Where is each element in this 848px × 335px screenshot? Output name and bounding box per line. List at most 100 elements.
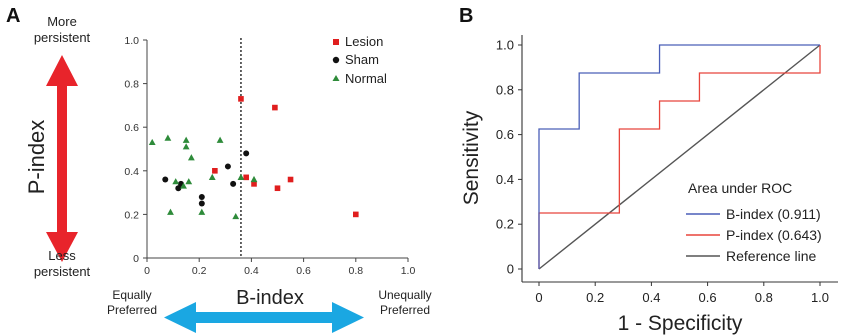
normal-point [167, 208, 174, 215]
lesion-point [272, 104, 278, 111]
legend-sham-marker [332, 56, 340, 64]
normal-point [182, 136, 190, 143]
roc-x-tick-label: 0 [535, 290, 542, 305]
preference-arrow-head-left [164, 302, 196, 333]
panel-a: A More persistent P-index Less persisten… [6, 5, 432, 333]
normal-point [185, 178, 193, 185]
normal-point [172, 178, 180, 185]
preference-arrow-shaft [188, 312, 340, 323]
panel-a-letter: A [6, 5, 20, 27]
lesion-point [251, 181, 257, 187]
more-persistent-line1: More [47, 14, 77, 29]
legend-normal-label: Normal [345, 71, 387, 86]
unequally-preferred-line2: Preferred [380, 303, 430, 317]
equally-preferred-line1: Equally [112, 288, 151, 302]
roc-axes [521, 35, 838, 283]
persistence-arrow [46, 55, 78, 262]
normal-point [208, 173, 216, 180]
roc-x-tick-label: 1.0 [811, 290, 829, 305]
normal-point [182, 143, 190, 150]
preference-arrow [164, 302, 364, 333]
roc-y-tick-label: 1.0 [496, 38, 514, 53]
scatter-x-tick-label: 0.6 [296, 265, 311, 277]
sham-point [175, 185, 182, 192]
preference-arrow-head-right [332, 302, 364, 333]
normal-point [232, 212, 240, 220]
roc-y-tick-label: 0.6 [496, 127, 514, 142]
panel-b: B Sensitivity 1 - Specificity 0 0.2 0.4 0.6… [459, 5, 838, 335]
legend-reference-label: Reference line [726, 248, 816, 264]
roc-x-tick-label: 0.4 [642, 290, 660, 305]
normal-point [148, 138, 156, 146]
scatter-x-tick-label: 0.2 [192, 265, 207, 277]
scatter-y-tick-label: 0.4 [124, 166, 139, 178]
roc-y-tick-label: 0.8 [496, 82, 514, 97]
scatter-legend: Lesion Sham Normal [332, 34, 387, 86]
b-index-axis-label: B-index [236, 287, 304, 309]
lesion-point [274, 185, 281, 192]
unequally-preferred-line1: Unequally [378, 288, 431, 302]
normal-point [237, 173, 245, 180]
roc-legend-title: Area under ROC [688, 180, 792, 196]
roc-ticks: 0 0.2 0.4 0.6 0.8 1.0 0 0.2 0.4 0.6 0.8 1.0 [496, 38, 829, 306]
specificity-axis-label: 1 - Specificity [618, 312, 743, 335]
equally-preferred-line2: Preferred [107, 303, 157, 317]
persistence-arrow-head-up [46, 55, 78, 86]
scatter-axes [146, 40, 408, 259]
sensitivity-axis-label: Sensitivity [460, 110, 483, 205]
legend-sham-label: Sham [345, 52, 379, 67]
less-persistent-line1: Less [48, 248, 76, 263]
sham-point [198, 200, 205, 207]
scatter-y-tick-label: 0.8 [124, 79, 139, 91]
roc-x-tick-label: 0.6 [699, 290, 717, 305]
normal-point [187, 154, 195, 161]
roc-y-tick-label: 0.4 [496, 172, 514, 187]
roc-x-tick-label: 0.2 [586, 290, 604, 305]
persistence-arrow-shaft [57, 80, 67, 238]
panel-b-letter: B [459, 5, 473, 27]
lesion-point [238, 96, 244, 102]
lesion-point [353, 211, 359, 218]
scatter-y-tick-label: 0.6 [124, 122, 139, 134]
less-persistent-line2: persistent [34, 264, 91, 279]
normal-point [180, 182, 187, 189]
sham-point [230, 180, 237, 187]
normal-point [164, 134, 172, 141]
roc-x-tick-label: 0.8 [755, 290, 773, 305]
scatter-y-tick-label: 0 [133, 253, 139, 265]
p-index-axis-label: P-index [24, 120, 49, 195]
roc-y-tick-label: 0 [507, 262, 514, 277]
scatter-x-tick-label: 0.4 [244, 265, 259, 277]
sham-point [198, 193, 205, 200]
scatter-x-tick-label: 0.8 [348, 265, 363, 277]
roc-legend: Area under ROC B-index (0.911) P-index (… [686, 180, 822, 264]
sham-point [162, 176, 169, 183]
legend-lesion-marker [333, 39, 339, 45]
scatter-x-tick-label: 1.0 [401, 265, 416, 277]
lesion-point [243, 174, 249, 181]
lesion-point [287, 176, 294, 183]
scatter-y-tick-label: 1.0 [124, 35, 139, 47]
sham-point [224, 163, 231, 170]
roc-lines [538, 44, 821, 270]
scatter-points [148, 96, 359, 220]
legend-b-index-label: B-index (0.911) [726, 206, 821, 222]
scatter-y-tick-label: 0.2 [124, 209, 139, 221]
legend-normal-marker [332, 75, 340, 81]
lesion-point [212, 168, 218, 174]
normal-point [250, 175, 258, 183]
roc-reference-line [538, 44, 821, 270]
roc-curve-b-index [538, 44, 820, 269]
scatter-x-tick-label: 0 [144, 265, 150, 277]
scatter-ticks: 0 0.2 0.4 0.6 0.8 1.0 0 0.2 0.4 0.6 0.8 1.0 [124, 35, 415, 277]
persistence-arrow-head-down [46, 232, 78, 262]
normal-point [216, 136, 224, 143]
roc-curve-p-index [538, 45, 821, 269]
legend-p-index-label: P-index (0.643) [726, 227, 822, 243]
more-persistent-line2: persistent [34, 30, 91, 45]
sham-point [243, 150, 250, 157]
roc-y-tick-label: 0.2 [496, 217, 514, 232]
legend-lesion-label: Lesion [345, 34, 383, 49]
normal-point [198, 208, 206, 215]
